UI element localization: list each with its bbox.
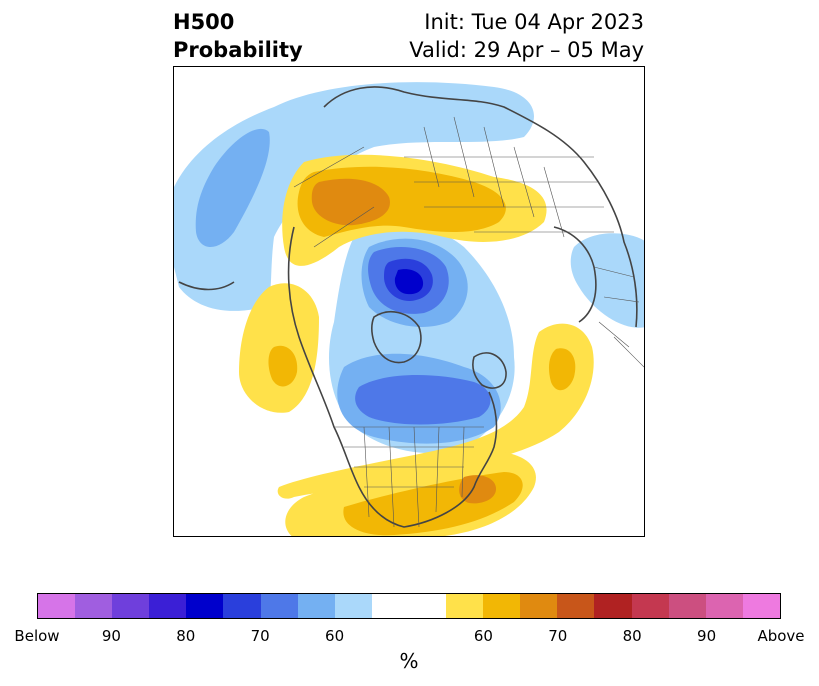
valid-period: Valid: 29 Apr – 05 May — [409, 38, 644, 62]
deep-blue-core — [394, 269, 424, 295]
colorbar-segment — [371, 594, 409, 618]
colorbar-segment — [668, 594, 706, 618]
colorbar-segment — [297, 594, 335, 618]
colorbar-segment — [594, 594, 632, 618]
title-line-1: H500 — [173, 10, 235, 34]
gold-region-east — [548, 348, 576, 391]
title-line-2: Probability — [173, 38, 303, 62]
colorbar-segment — [557, 594, 595, 618]
map-canvas — [174, 82, 644, 536]
colorbar-tick-label: 70 — [548, 627, 568, 645]
colorbar-segment — [742, 594, 780, 618]
probability-map — [173, 66, 645, 537]
chart-title: H500 Probability — [173, 8, 303, 64]
colorbar-segment — [520, 594, 558, 618]
colorbar-tick-label: 90 — [101, 627, 121, 645]
colorbar-tick-label: Below — [14, 627, 60, 645]
colorbar-tick-label: 70 — [250, 627, 270, 645]
colorbar-segment — [483, 594, 521, 618]
colorbar-tick-label: Above — [757, 627, 805, 645]
colorbar-segment — [705, 594, 743, 618]
medium-blue-region-west — [195, 128, 270, 247]
blue-region-south — [355, 375, 491, 425]
colorbar-segment — [38, 594, 76, 618]
colorbar-segment — [408, 594, 447, 618]
colorbar-segment — [260, 594, 298, 618]
colorbar-segment — [446, 594, 484, 618]
colorbar-tick-label: 80 — [622, 627, 642, 645]
colorbar-unit-label: % — [399, 649, 419, 673]
gold-region-west — [268, 345, 298, 387]
colorbar-segment — [75, 594, 113, 618]
colorbar-segment — [149, 594, 187, 618]
light-blue-region-east — [570, 233, 644, 328]
colorbar-tick-label: 90 — [697, 627, 717, 645]
colorbar-segment — [186, 594, 224, 618]
init-date: Init: Tue 04 Apr 2023 — [424, 10, 644, 34]
colorbar-tick-label: 60 — [473, 627, 493, 645]
colorbar-tick-label: 60 — [325, 627, 345, 645]
colorbar-segment — [223, 594, 261, 618]
coastlines — [178, 86, 638, 528]
forecast-dates: Init: Tue 04 Apr 2023 Valid: 29 Apr – 05… — [409, 8, 644, 64]
colorbar-segment — [631, 594, 669, 618]
political-borders — [293, 116, 644, 528]
colorbar-segment — [334, 594, 372, 618]
colorbar-segment — [112, 594, 150, 618]
colorbar-tick-label: 80 — [176, 627, 196, 645]
colorbar — [37, 593, 781, 619]
orange-region-north — [311, 178, 390, 226]
